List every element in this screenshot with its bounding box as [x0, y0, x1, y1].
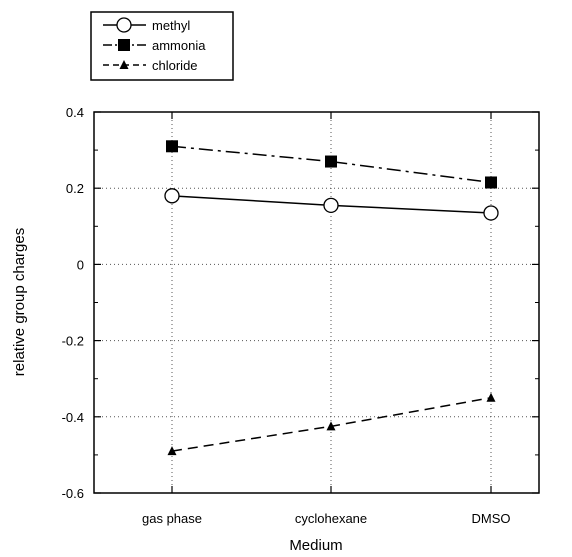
data-point-methyl — [483, 205, 499, 221]
legend-item-chloride: chloride — [103, 58, 198, 73]
y-tick-label: 0.4 — [66, 105, 84, 120]
y-tick-label: -0.4 — [62, 410, 84, 425]
legend-item-ammonia: ammonia — [103, 38, 206, 53]
series-ammonia — [166, 140, 497, 189]
legend-label-ammonia: ammonia — [152, 38, 206, 53]
y-tick-label: 0.2 — [66, 181, 84, 196]
legend-label-methyl: methyl — [152, 18, 190, 33]
data-point-methyl — [323, 197, 339, 213]
legend-marker-methyl — [116, 17, 132, 33]
legend-label-chloride: chloride — [152, 58, 198, 73]
legend: methyl ammonia chloride — [90, 11, 234, 81]
legend-marker-ammonia — [118, 39, 130, 51]
y-tick-label: -0.2 — [62, 334, 84, 349]
y-axis-label: relative group charges — [11, 228, 28, 376]
data-point-methyl — [164, 188, 180, 204]
series-methyl — [164, 188, 499, 221]
series-layer — [164, 140, 499, 456]
legend-item-methyl: methyl — [103, 17, 190, 33]
grid — [94, 112, 539, 493]
data-point-ammonia — [166, 140, 178, 153]
x-tick-label: cyclohexane — [295, 511, 367, 526]
data-point-ammonia — [485, 176, 497, 189]
y-tick-label: 0 — [77, 257, 84, 272]
y-tick-label: -0.6 — [62, 486, 84, 501]
data-point-chloride — [167, 446, 177, 456]
data-point-chloride — [486, 392, 496, 402]
x-tick-label: DMSO — [472, 511, 511, 526]
legend-marker-chloride — [119, 60, 129, 69]
data-point-chloride — [326, 421, 336, 431]
x-axis-label: Medium — [289, 537, 342, 554]
legend-box — [90, 11, 234, 81]
data-point-ammonia — [325, 155, 337, 168]
series-chloride — [167, 392, 496, 456]
axes: 0.4 0.2 0 -0.2 -0.4 -0.6 gas phase cyclohexane D… — [62, 105, 539, 526]
x-tick-label: gas phase — [142, 511, 202, 526]
plot-frame — [93, 111, 540, 494]
